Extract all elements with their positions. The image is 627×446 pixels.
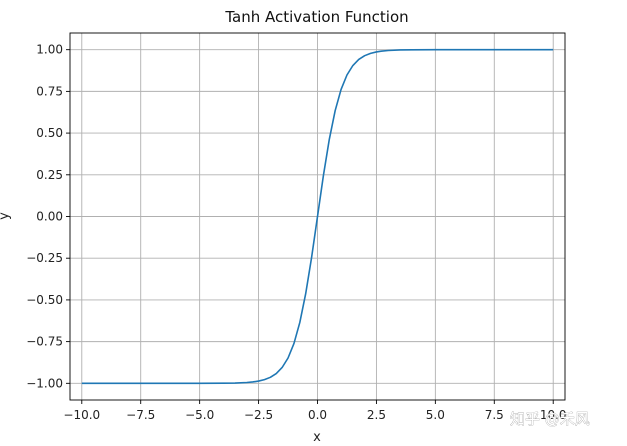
x-tick-label: −7.5 (126, 408, 155, 422)
x-tick-label: −5.0 (185, 408, 214, 422)
y-tick-label: −0.50 (26, 293, 63, 307)
x-tick-label: −2.5 (244, 408, 273, 422)
x-ticks: −10.0 −7.5 −5.0 −2.5 0.0 2.5 5.0 7.5 10.0 (63, 400, 567, 422)
x-axis-label: x (313, 430, 321, 445)
y-axis-label: y (0, 212, 12, 220)
y-tick-label: 0.00 (36, 210, 63, 224)
x-tick-label: 0.0 (308, 408, 327, 422)
x-tick-label: 7.5 (485, 408, 504, 422)
x-tick-label: 5.0 (426, 408, 445, 422)
x-tick-label: 10.0 (540, 408, 567, 422)
chart-title: Tanh Activation Function (224, 8, 408, 26)
series-line-0 (81, 48, 554, 385)
y-tick-label: −0.25 (26, 251, 63, 265)
y-tick-label: 0.75 (36, 84, 63, 98)
y-tick-label: 0.25 (36, 168, 63, 182)
watermark-text: 知乎 @禾风 (510, 410, 590, 428)
y-tick-label: 0.50 (36, 126, 63, 140)
y-tick-label: −1.00 (26, 376, 63, 390)
x-tick-label: −10.0 (63, 408, 100, 422)
x-tick-label: 2.5 (367, 408, 386, 422)
y-tick-label: 1.00 (36, 43, 63, 57)
y-ticks: −1.00 −0.75 −0.50 −0.25 0.00 0.25 0.50 0.75 1.00 (26, 43, 70, 390)
plot-lines (81, 48, 554, 385)
y-tick-label: −0.75 (26, 335, 63, 349)
